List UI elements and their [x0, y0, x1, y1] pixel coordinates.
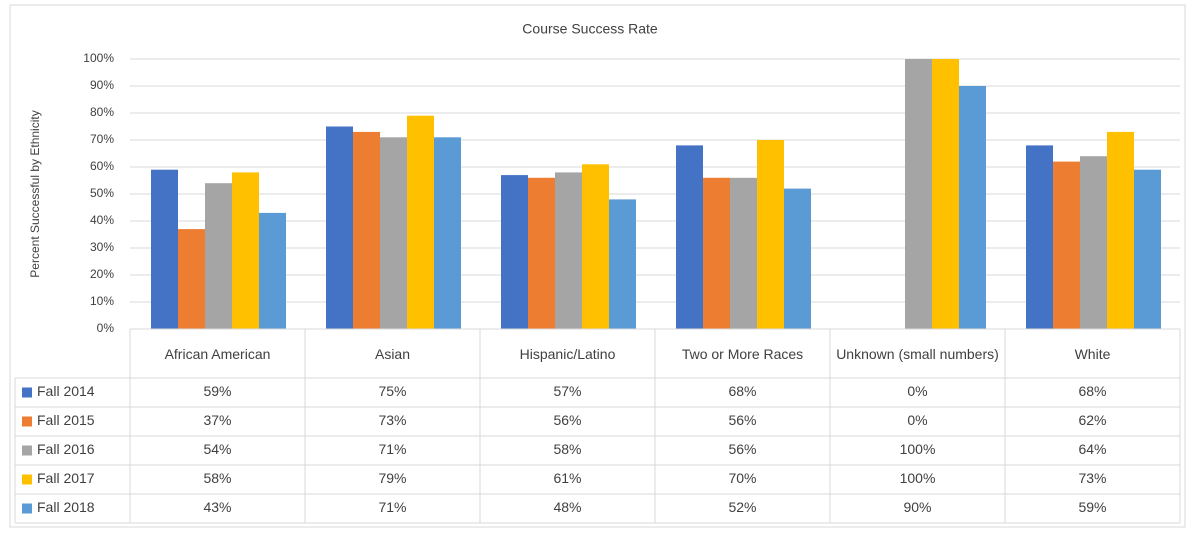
table-value: 52%: [728, 499, 756, 515]
table-value: 79%: [378, 470, 406, 486]
bar: [1053, 161, 1080, 329]
bar: [501, 175, 528, 329]
table-value: 54%: [203, 441, 231, 457]
table-value: 90%: [903, 499, 931, 515]
bar: [703, 177, 730, 329]
legend-label: Fall 2014: [37, 383, 95, 399]
bar: [178, 229, 205, 329]
y-tick-label: 10%: [90, 294, 114, 308]
y-tick-label: 50%: [90, 186, 114, 200]
legend-swatch: [22, 474, 32, 485]
table-value: 68%: [728, 383, 756, 399]
bar: [326, 126, 353, 329]
bar: [582, 164, 609, 329]
legend-label: Fall 2018: [37, 499, 95, 515]
table-value: 59%: [203, 383, 231, 399]
x-tick-label: Asian: [374, 345, 411, 362]
bar: [407, 115, 434, 329]
table-value: 48%: [553, 499, 581, 515]
table-value: 100%: [900, 470, 936, 486]
table-value: 56%: [553, 412, 581, 428]
x-tick-label: White: [1074, 345, 1111, 362]
chart-title: Course Success Rate: [522, 21, 658, 37]
bar: [151, 169, 178, 329]
bar: [757, 140, 784, 329]
table-value: 0%: [907, 383, 927, 399]
table-value: 71%: [378, 441, 406, 457]
table-value: 56%: [728, 441, 756, 457]
y-tick-label: 20%: [90, 267, 114, 281]
table-value: 37%: [203, 412, 231, 428]
bar: [1080, 156, 1107, 329]
x-tick-label: Two or More Races: [681, 345, 804, 362]
legend-swatch: [22, 416, 32, 427]
bar: [959, 86, 986, 329]
table-value: 70%: [728, 470, 756, 486]
bar: [932, 59, 959, 329]
bar: [353, 131, 380, 329]
y-tick-label: 0%: [97, 321, 115, 335]
bar: [1107, 131, 1134, 329]
category-cell: African American: [164, 345, 271, 362]
table-value: 71%: [378, 499, 406, 515]
bar: [609, 199, 636, 329]
table-value: 0%: [907, 412, 927, 428]
y-tick-label: 60%: [90, 159, 114, 173]
y-tick-label: 90%: [90, 78, 114, 92]
x-tick-label: African American: [164, 345, 271, 362]
legend-label: Fall 2016: [37, 441, 95, 457]
category-cell: Asian: [374, 345, 411, 362]
table-value: 58%: [203, 470, 231, 486]
table-value: 68%: [1078, 383, 1106, 399]
bar: [1134, 169, 1161, 329]
legend-label: Fall 2015: [37, 412, 95, 428]
table-value: 73%: [378, 412, 406, 428]
legend-label: Fall 2017: [37, 470, 95, 486]
category-cell: White: [1074, 345, 1111, 362]
table-value: 64%: [1078, 441, 1106, 457]
bar: [434, 137, 461, 329]
bar: [232, 172, 259, 329]
bar: [259, 212, 286, 329]
y-tick-label: 40%: [90, 213, 114, 227]
legend-swatch: [22, 387, 32, 398]
bar: [784, 188, 811, 329]
table-value: 61%: [553, 470, 581, 486]
y-axis-label: Percent Successful by Ethnicity: [28, 110, 42, 277]
table-value: 58%: [553, 441, 581, 457]
bar: [205, 183, 232, 329]
bar: [528, 177, 555, 329]
table-value: 57%: [553, 383, 581, 399]
category-cell: Unknown (small numbers): [836, 345, 999, 362]
table-value: 43%: [203, 499, 231, 515]
x-tick-label: Unknown (small numbers): [836, 345, 999, 362]
legend-swatch: [22, 445, 32, 456]
category-cell: Hispanic/Latino: [519, 345, 616, 362]
legend-swatch: [22, 503, 32, 514]
x-tick-label: Hispanic/Latino: [519, 345, 616, 362]
y-tick-label: 80%: [90, 105, 114, 119]
table-value: 73%: [1078, 470, 1106, 486]
category-cell: Two or More Races: [681, 345, 804, 362]
bar: [905, 59, 932, 329]
bar: [676, 145, 703, 329]
bar: [1026, 145, 1053, 329]
bar: [555, 172, 582, 329]
y-tick-label: 100%: [83, 51, 114, 65]
y-tick-label: 30%: [90, 240, 114, 254]
y-tick-label: 70%: [90, 132, 114, 146]
table-value: 100%: [900, 441, 936, 457]
bar: [380, 137, 407, 329]
table-value: 75%: [378, 383, 406, 399]
table-value: 59%: [1078, 499, 1106, 515]
table-value: 62%: [1078, 412, 1106, 428]
table-value: 56%: [728, 412, 756, 428]
bar: [730, 177, 757, 329]
